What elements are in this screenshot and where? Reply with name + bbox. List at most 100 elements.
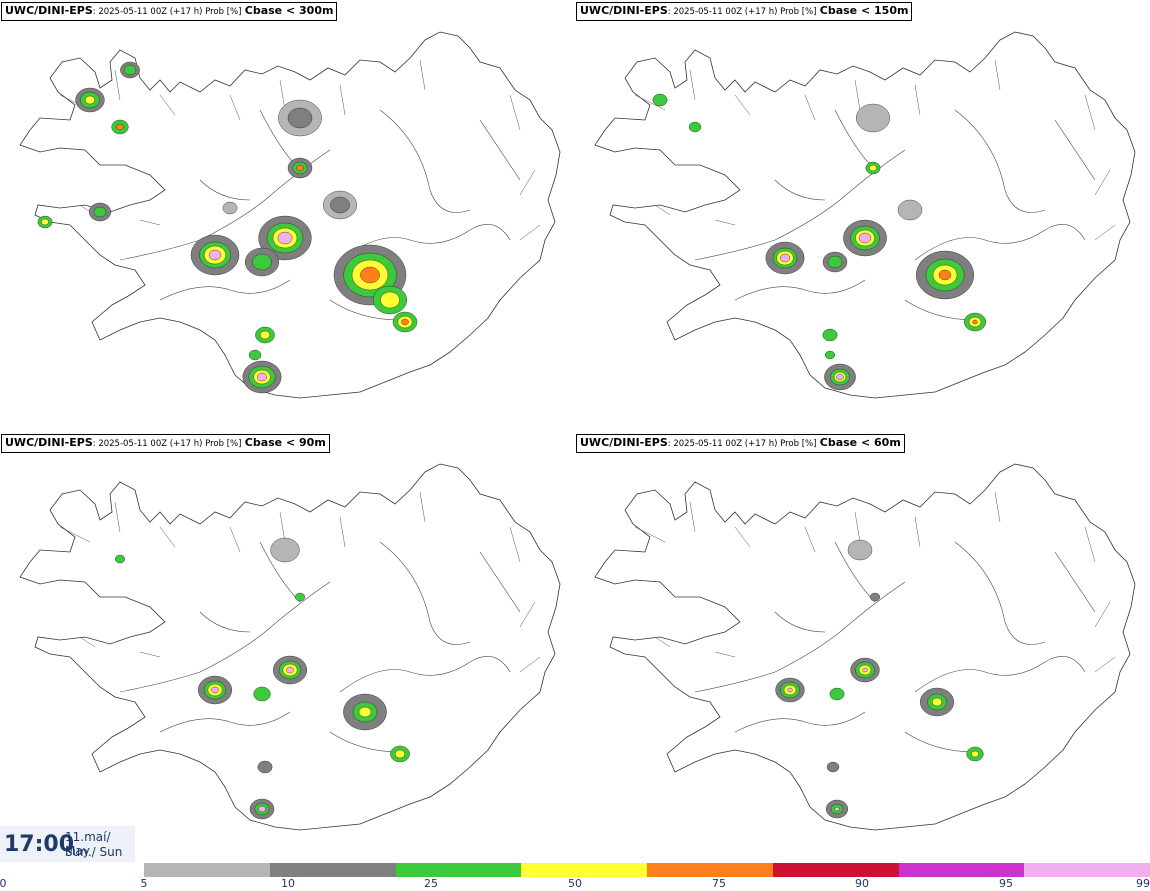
fjord-line [1084, 94, 1096, 131]
probability-contour [41, 218, 49, 226]
district-border [379, 109, 471, 213]
district-border [119, 581, 331, 693]
fjord-line [689, 501, 696, 533]
fjord-line [994, 59, 1001, 91]
fjord-line [1094, 224, 1116, 241]
map-geometry [594, 31, 1136, 399]
fjord-line [229, 526, 241, 553]
district-border [954, 109, 1046, 213]
probability-contour [779, 253, 790, 263]
fjord-line [1084, 526, 1096, 563]
probability-contour [93, 206, 107, 218]
probability-contour [330, 196, 350, 214]
district-border [159, 279, 291, 301]
valid-time: 17:00 [4, 832, 75, 857]
fjord-line [854, 79, 861, 111]
coastline [594, 31, 1136, 399]
probability-contour [938, 269, 952, 281]
fjord-line [914, 84, 921, 116]
fjord-line [419, 59, 426, 91]
iceland-probability-map [19, 463, 561, 831]
colorbar-segment [144, 863, 270, 877]
fjord-line [804, 526, 816, 553]
probability-contour [114, 554, 125, 564]
district-border [199, 179, 251, 201]
map-geometry [19, 463, 561, 831]
probability-contour [380, 291, 400, 309]
colorbar-segment [269, 863, 396, 877]
fjord-line [159, 94, 176, 116]
district-border [379, 541, 471, 645]
fjord-line [854, 511, 861, 543]
panel-title: UWC/DINI-EPS: 2025-05-11 00Z (+17 h) Pro… [1, 2, 338, 21]
district-border [694, 581, 906, 693]
fjord-line [519, 656, 541, 673]
district-border [914, 656, 1086, 693]
probability-contour [787, 687, 793, 693]
probability-contour [123, 64, 137, 76]
probability-contour [286, 666, 294, 674]
panel-title: UWC/DINI-EPS: 2025-05-11 00Z (+17 h) Pro… [576, 434, 905, 453]
valid-weekday: Sun./ Sun [65, 845, 123, 859]
probability-contour [401, 318, 409, 326]
probability-contour [829, 687, 845, 701]
fjord-line [654, 636, 671, 648]
colorbar-tick-label: 75 [712, 877, 726, 890]
probability-contour [360, 266, 380, 284]
district-border [734, 279, 866, 301]
probability-field [775, 539, 984, 819]
colorbar-tick-label: 99 [1136, 877, 1150, 890]
district-border [339, 224, 511, 261]
probability-contour [862, 667, 868, 673]
fjord-line [634, 526, 666, 543]
probability-contour [277, 231, 293, 245]
probability-contour [858, 232, 872, 244]
probability-contour [822, 328, 838, 342]
fjord-line [994, 491, 1001, 523]
district-border [329, 299, 401, 321]
probability-contour [287, 107, 313, 129]
probability-contour [897, 199, 923, 221]
fjord-line [519, 169, 536, 196]
district-border [774, 611, 826, 633]
district-border [954, 541, 1046, 645]
fjord-line [654, 204, 671, 216]
district-border [159, 711, 291, 733]
probability-contour [253, 686, 271, 702]
probability-contour [296, 164, 304, 172]
district-border [479, 551, 521, 613]
valid-time-box: 17:00 11.maí/ May Sun./ Sun [0, 826, 135, 862]
map-panel-150m: UWC/DINI-EPS: 2025-05-11 00Z (+17 h) Pro… [575, 0, 1150, 432]
fjord-line [279, 79, 286, 111]
fjord-line [804, 94, 816, 121]
fjord-line [139, 651, 161, 658]
probability-contour [869, 164, 877, 172]
probability-contour [248, 349, 262, 361]
fjord-line [229, 94, 241, 121]
fjord-line [59, 526, 91, 543]
probability-contour [84, 95, 95, 105]
probability-contour [932, 697, 943, 707]
probability-field [37, 61, 418, 394]
probability-contour [252, 253, 272, 271]
probability-contour [847, 539, 873, 561]
district-border [774, 179, 826, 201]
fjord-line [114, 501, 121, 533]
probability-contour [258, 805, 266, 813]
map-panel-90m: UWC/DINI-EPS: 2025-05-11 00Z (+17 h) Pro… [0, 432, 575, 864]
probability-contour [856, 103, 891, 133]
probability-contour [222, 201, 238, 215]
iceland-probability-map [19, 31, 561, 399]
fjord-line [509, 94, 521, 131]
district-border [479, 119, 521, 181]
fjord-line [914, 516, 921, 548]
colorbar-segment [772, 863, 899, 877]
fjord-line [1094, 601, 1111, 628]
probability-contour [211, 686, 219, 694]
district-border [199, 611, 251, 633]
fjord-line [279, 511, 286, 543]
district-border [1054, 551, 1096, 613]
fjord-line [339, 84, 346, 116]
fjord-line [714, 219, 736, 226]
probability-contour [260, 330, 271, 340]
